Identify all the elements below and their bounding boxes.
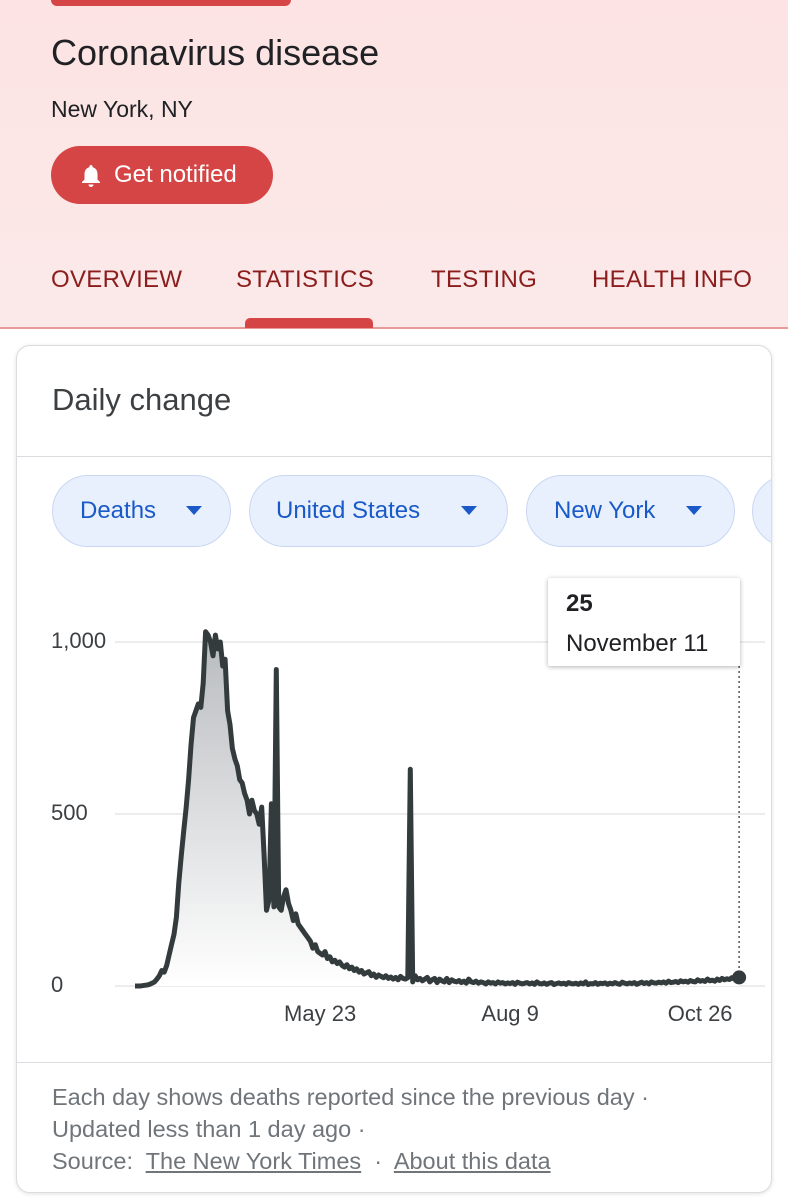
tooltip-value: 25 xyxy=(566,590,593,617)
tab[interactable]: STATISTICS xyxy=(236,266,375,293)
about-link[interactable]: About this data xyxy=(393,1148,551,1174)
card-title: Daily change xyxy=(52,382,232,417)
chip-label: United States xyxy=(276,497,421,524)
source-link[interactable]: The New York Times xyxy=(145,1148,362,1174)
divider xyxy=(17,1062,771,1063)
dropdown-arrow xyxy=(686,506,702,515)
divider xyxy=(17,456,771,457)
filter-chip[interactable] xyxy=(752,475,771,547)
tab[interactable]: HEALTH INFO xyxy=(592,266,753,293)
active-tab-indicator xyxy=(245,318,373,328)
location: New York, NY xyxy=(51,96,193,122)
chip-label: Deaths xyxy=(80,497,157,524)
tab[interactable]: TESTING xyxy=(431,266,538,293)
top-bar xyxy=(51,0,291,6)
header: Coronavirus disease New York, NY Get not… xyxy=(0,0,788,329)
filter-chip[interactable]: Deaths xyxy=(52,475,231,547)
tooltip: 25 November 11 xyxy=(548,578,740,666)
notify-label: Get notified xyxy=(114,161,237,188)
title: Coronavirus disease xyxy=(51,32,380,73)
stats-card: Daily change Deaths United States New Yo… xyxy=(16,345,772,1193)
footnote: Each day shows deaths reported since the… xyxy=(52,1081,732,1177)
dropdown-arrow xyxy=(461,506,477,515)
source-label: Source: xyxy=(52,1148,133,1174)
dropdown-arrow xyxy=(186,506,202,515)
separator: · xyxy=(374,1148,383,1174)
filter-chip[interactable]: United States xyxy=(249,475,508,547)
notify-button[interactable]: Get notified xyxy=(51,146,273,204)
filter-chip[interactable]: New York xyxy=(526,475,735,547)
chip-label: New York xyxy=(554,497,656,524)
footnote-text: Each day shows deaths reported since the… xyxy=(52,1084,649,1142)
bell-icon xyxy=(82,165,100,187)
tooltip-date: November 11 xyxy=(566,630,709,657)
tab[interactable]: OVERVIEW xyxy=(51,266,183,293)
